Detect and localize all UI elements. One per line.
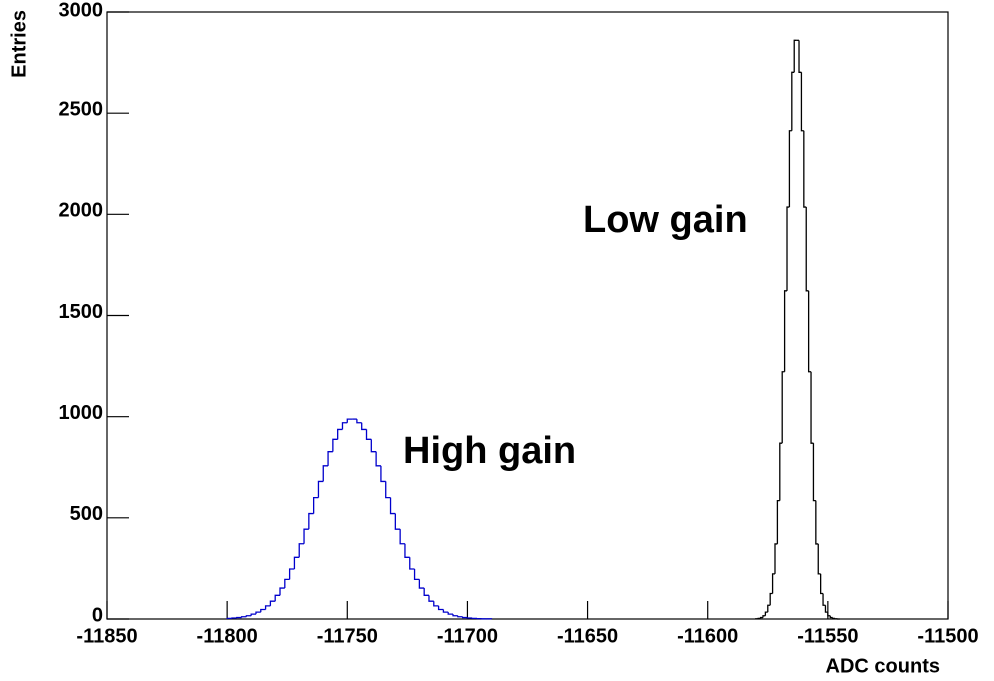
y-tick-label: 500 bbox=[70, 503, 103, 525]
histogram-bin bbox=[260, 608, 266, 613]
histogram-bin bbox=[447, 612, 454, 615]
histogram-bin bbox=[274, 594, 281, 602]
histogram-bin bbox=[803, 130, 807, 208]
y-tick-label: 0 bbox=[92, 604, 103, 626]
histogram-bin bbox=[413, 569, 420, 580]
histogram-bin bbox=[759, 616, 763, 619]
histogram-bin bbox=[788, 130, 792, 208]
histogram-bin bbox=[240, 616, 247, 618]
histogram-bin bbox=[365, 429, 372, 440]
histogram-bin bbox=[327, 451, 333, 466]
histogram-bin bbox=[824, 605, 828, 613]
histogram-bin bbox=[269, 600, 276, 606]
histogram-bin bbox=[317, 480, 324, 498]
x-tick-label: -11550 bbox=[797, 625, 858, 647]
histogram-bin bbox=[829, 615, 833, 619]
y-tick-label: 2500 bbox=[59, 98, 104, 120]
y-tick-label: 2000 bbox=[59, 200, 104, 222]
x-tick-label: -11850 bbox=[76, 625, 137, 647]
y-tick-label: 3000 bbox=[59, 0, 104, 21]
histogram-bin bbox=[298, 543, 305, 558]
histogram-bin bbox=[279, 587, 285, 596]
histogram-bin bbox=[322, 465, 329, 482]
histogram-bin bbox=[399, 529, 405, 545]
x-tick-label: -11650 bbox=[557, 625, 618, 647]
annotation: High gain bbox=[403, 430, 576, 472]
y-axis-title: Entries bbox=[8, 10, 30, 78]
histogram-bin bbox=[779, 442, 783, 501]
x-tick-label: -11800 bbox=[197, 625, 258, 647]
histogram-bin bbox=[810, 371, 814, 444]
histogram-bin bbox=[791, 71, 795, 131]
histogram-bin bbox=[346, 418, 353, 423]
histogram-bin bbox=[812, 443, 816, 502]
histogram-bin bbox=[819, 573, 824, 595]
histogram-bin bbox=[793, 39, 797, 73]
histogram-bin bbox=[245, 615, 252, 617]
histogram-bin bbox=[303, 528, 309, 544]
histogram-bin bbox=[771, 573, 775, 594]
histogram-bin bbox=[380, 465, 386, 483]
histogram-bin bbox=[822, 593, 826, 606]
histogram-bin bbox=[774, 543, 778, 574]
histogram-bin bbox=[337, 428, 343, 440]
x-tick-label: -11750 bbox=[317, 625, 378, 647]
histogram-bin bbox=[457, 615, 463, 618]
x-tick-label: -11600 bbox=[677, 625, 738, 647]
histogram-bin bbox=[762, 615, 766, 618]
histogram-bin bbox=[226, 617, 232, 620]
x-tick-label: -11700 bbox=[437, 625, 498, 647]
histogram-bin bbox=[769, 592, 773, 606]
histogram-bin bbox=[409, 557, 415, 570]
histogram-bin bbox=[356, 419, 362, 424]
histogram-bin bbox=[264, 605, 271, 610]
annotation: Low gain bbox=[583, 199, 748, 241]
histogram-bin bbox=[332, 438, 338, 452]
histogram-bin bbox=[781, 371, 785, 444]
x-tick-label: -11500 bbox=[917, 625, 978, 647]
histogram-bin bbox=[428, 595, 434, 602]
histogram-bin bbox=[442, 609, 449, 613]
histogram-bin bbox=[404, 543, 410, 558]
histogram-bin bbox=[783, 290, 788, 372]
plot-frame bbox=[106, 11, 949, 620]
histogram-bin bbox=[433, 601, 439, 607]
histogram-bin bbox=[461, 616, 468, 619]
histogram-bin bbox=[805, 207, 809, 292]
x-axis-title: ADC counts bbox=[826, 655, 940, 677]
histogram-bin bbox=[817, 543, 821, 575]
histogram-bin bbox=[312, 496, 319, 514]
histogram-bin bbox=[452, 614, 458, 617]
y-tick-label: 1500 bbox=[59, 301, 104, 323]
histogram-bin bbox=[437, 605, 444, 611]
histogram-bin bbox=[370, 439, 377, 453]
histogram-bin bbox=[255, 611, 261, 615]
histogram-bin bbox=[288, 568, 295, 580]
histogram-bin bbox=[385, 481, 391, 499]
histogram-bin bbox=[786, 206, 790, 291]
histogram-bin bbox=[418, 579, 425, 589]
histogram-bin bbox=[827, 612, 831, 617]
histogram-bin bbox=[250, 613, 256, 616]
histogram-bin bbox=[284, 578, 290, 589]
histogram-bin bbox=[798, 40, 802, 73]
histogram-bin bbox=[341, 422, 348, 430]
histogram-bin bbox=[800, 72, 804, 132]
histogram-bin bbox=[361, 422, 367, 431]
histogram-bin bbox=[308, 512, 314, 530]
histogram-bin bbox=[423, 588, 429, 596]
histogram-bin bbox=[807, 290, 812, 373]
histogram-bin bbox=[815, 500, 819, 545]
histogram-bin bbox=[832, 617, 836, 620]
histogram-bin bbox=[293, 556, 300, 570]
histogram-bin bbox=[767, 604, 771, 613]
histogram-bin bbox=[764, 611, 768, 616]
histogram-bin bbox=[776, 499, 780, 544]
histogram-bin bbox=[375, 451, 381, 467]
y-tick-label: 1000 bbox=[59, 402, 104, 424]
histogram-bin bbox=[394, 513, 401, 530]
histogram-bin bbox=[389, 497, 396, 515]
